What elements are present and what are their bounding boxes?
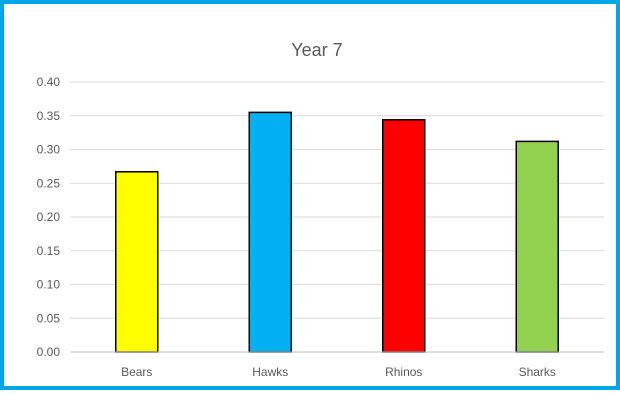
y-tick-label: 0.30 <box>37 143 61 157</box>
y-tick-label: 0.00 <box>37 345 61 359</box>
y-tick-label: 0.15 <box>37 244 61 258</box>
gridlines <box>70 81 604 319</box>
bar-bears <box>115 171 159 353</box>
x-tick-label-rhinos: Rhinos <box>385 365 422 379</box>
y-tick-label: 0.35 <box>37 109 61 123</box>
x-axis-ticks: Bears Hawks Rhinos Sharks <box>121 365 556 379</box>
chart-title: Year 7 <box>291 40 342 60</box>
y-tick-label: 0.10 <box>37 278 61 292</box>
bars <box>115 111 559 353</box>
bar-rhinos <box>382 119 426 353</box>
x-tick-label-hawks: Hawks <box>252 365 288 379</box>
x-tick-label-bears: Bears <box>121 365 152 379</box>
y-tick-label: 0.40 <box>37 75 61 89</box>
bar-chart: Year 7 0.000.050.100.150.200.250.300.350… <box>37 40 604 379</box>
y-tick-label: 0.25 <box>37 176 61 190</box>
y-tick-label: 0.20 <box>37 210 61 224</box>
y-tick-label: 0.05 <box>37 311 61 325</box>
bar-sharks <box>515 140 559 353</box>
x-tick-label-sharks: Sharks <box>519 365 556 379</box>
bar-hawks <box>248 111 292 353</box>
y-axis-ticks: 0.00 0.05 0.10 0.15 0.20 0.25 0.30 0.35 0.40 <box>37 75 61 359</box>
